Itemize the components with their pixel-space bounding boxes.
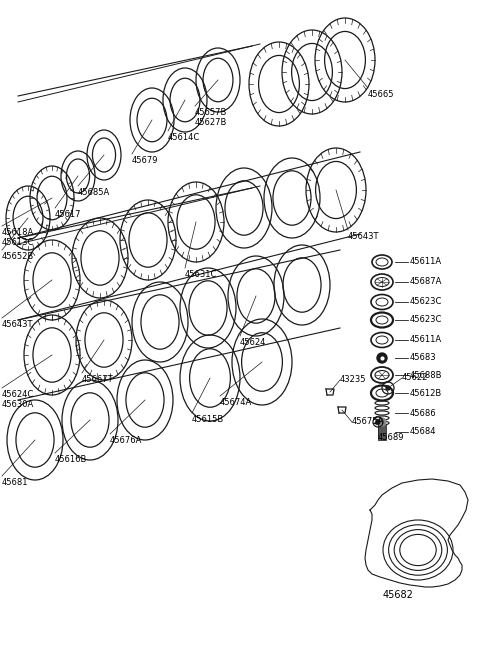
Ellipse shape [61,151,95,201]
Ellipse shape [6,186,50,250]
Ellipse shape [168,182,224,262]
Ellipse shape [264,158,320,238]
Ellipse shape [228,256,284,336]
Text: 45631C: 45631C [185,270,217,279]
Text: 45687A: 45687A [410,277,443,286]
Ellipse shape [76,300,132,380]
Text: 45681: 45681 [2,478,28,487]
Ellipse shape [132,282,188,362]
Ellipse shape [163,68,207,132]
Text: 45643T: 45643T [2,320,34,329]
Ellipse shape [120,200,176,280]
Text: 45684: 45684 [410,428,436,436]
Ellipse shape [274,245,330,325]
Text: 45665: 45665 [368,90,395,99]
Text: 43235: 43235 [340,375,367,385]
Ellipse shape [7,400,63,480]
Text: 45617: 45617 [55,210,82,219]
Ellipse shape [306,148,366,232]
Text: 45616B: 45616B [55,455,87,464]
Ellipse shape [72,218,128,298]
Bar [378,424,386,440]
Circle shape [386,386,390,390]
Text: 45679: 45679 [132,156,158,165]
Circle shape [376,420,380,424]
Text: 45688B: 45688B [410,371,443,379]
Text: 45683: 45683 [410,354,437,362]
Text: 45675A: 45675A [352,417,384,426]
Circle shape [377,353,387,363]
Text: 45623C: 45623C [410,298,443,307]
Ellipse shape [117,360,173,440]
Ellipse shape [249,42,309,126]
Text: 45674A: 45674A [220,398,252,407]
Text: 45622: 45622 [402,373,428,383]
Text: 45614C: 45614C [168,133,200,142]
Text: 45624C
45630A: 45624C 45630A [2,390,34,409]
Text: 45612B: 45612B [410,388,442,398]
Text: 45618A
45613C: 45618A 45613C [2,228,35,247]
Text: 45611A: 45611A [410,258,442,266]
Text: 45685A: 45685A [78,188,110,197]
Ellipse shape [24,240,80,320]
Text: 45682: 45682 [383,590,413,600]
Text: 45686: 45686 [410,409,437,417]
Ellipse shape [87,130,121,180]
Text: 45643T: 45643T [348,232,380,241]
Ellipse shape [282,30,342,114]
Ellipse shape [130,88,174,152]
Text: 45652B: 45652B [2,252,34,261]
Ellipse shape [180,268,236,348]
Text: 45689: 45689 [378,434,405,443]
Text: 45676A: 45676A [110,436,143,445]
Text: 45667T: 45667T [82,375,114,384]
Ellipse shape [24,315,80,395]
Ellipse shape [30,166,74,230]
Text: 45611A: 45611A [410,336,442,345]
Text: 45615B: 45615B [192,415,224,424]
Ellipse shape [315,18,375,102]
Text: 45623C: 45623C [410,315,443,324]
Ellipse shape [216,168,272,248]
Ellipse shape [180,335,240,421]
Ellipse shape [62,380,118,460]
Circle shape [378,418,386,426]
Ellipse shape [196,48,240,112]
Text: 45624: 45624 [240,338,266,347]
Text: 45657B
45627B: 45657B 45627B [195,108,228,128]
Ellipse shape [232,319,292,405]
